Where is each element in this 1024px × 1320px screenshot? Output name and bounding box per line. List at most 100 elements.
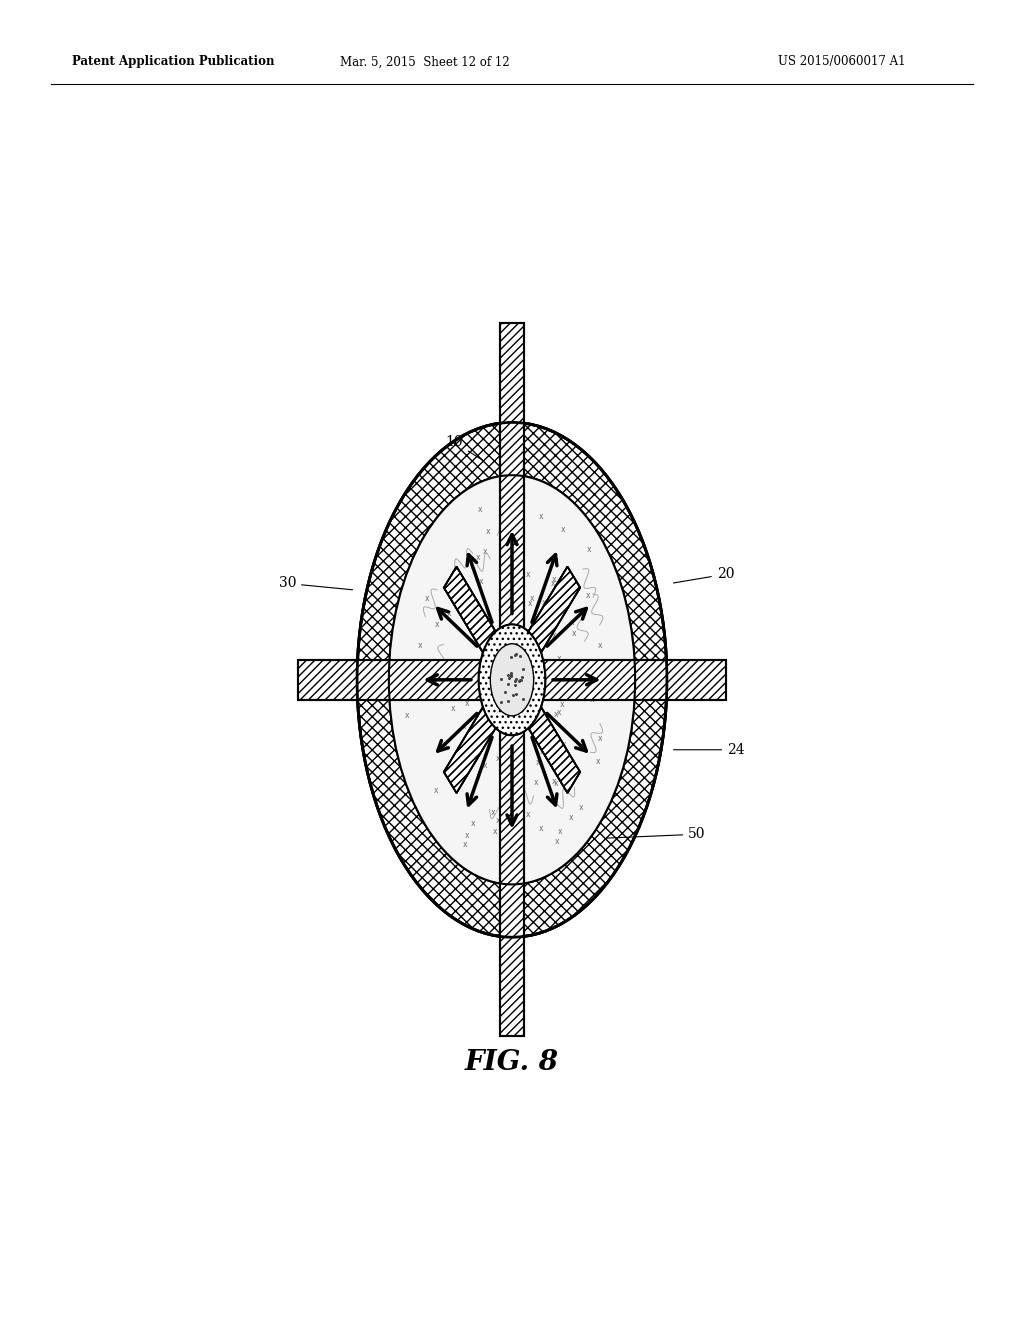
Text: x: x <box>496 816 501 825</box>
Text: x: x <box>562 739 566 748</box>
Text: x: x <box>418 642 422 651</box>
Text: x: x <box>456 673 460 681</box>
Text: x: x <box>557 655 561 663</box>
Text: x: x <box>482 546 487 556</box>
Text: x: x <box>423 690 427 700</box>
Text: x: x <box>571 692 575 701</box>
Text: x: x <box>512 585 517 594</box>
Text: x: x <box>498 603 502 611</box>
Text: x: x <box>525 570 529 579</box>
Text: US 2015/0060017 A1: US 2015/0060017 A1 <box>778 55 906 69</box>
Text: x: x <box>496 754 500 763</box>
Text: x: x <box>551 576 556 585</box>
Text: x: x <box>552 777 557 785</box>
Text: x: x <box>540 747 545 756</box>
Text: x: x <box>539 512 544 521</box>
Text: x: x <box>586 590 591 599</box>
Text: x: x <box>419 682 423 692</box>
Text: x: x <box>434 787 438 796</box>
Text: x: x <box>436 694 441 704</box>
Text: x: x <box>561 525 565 535</box>
Text: x: x <box>552 631 556 640</box>
Text: x: x <box>447 762 453 770</box>
Text: x: x <box>458 754 463 763</box>
Text: x: x <box>470 818 475 828</box>
Text: Patent Application Publication: Patent Application Publication <box>72 55 274 69</box>
Text: x: x <box>477 504 482 513</box>
Text: x: x <box>554 710 558 719</box>
Polygon shape <box>443 566 581 793</box>
Text: x: x <box>509 504 514 513</box>
Text: x: x <box>508 496 513 506</box>
Text: x: x <box>547 725 551 734</box>
Text: x: x <box>597 734 602 743</box>
Polygon shape <box>443 566 581 793</box>
Polygon shape <box>443 566 581 793</box>
Text: x: x <box>560 663 565 672</box>
FancyBboxPatch shape <box>298 660 726 700</box>
Text: x: x <box>520 816 525 825</box>
Ellipse shape <box>478 624 546 735</box>
Text: x: x <box>572 630 577 639</box>
Text: x: x <box>526 809 530 818</box>
Text: x: x <box>559 701 564 709</box>
FancyBboxPatch shape <box>500 323 524 1036</box>
Text: 10: 10 <box>445 436 483 461</box>
Text: x: x <box>485 528 490 536</box>
Text: x: x <box>520 783 525 791</box>
Text: x: x <box>451 705 456 714</box>
Text: x: x <box>455 681 459 690</box>
Text: 24: 24 <box>674 743 744 756</box>
Text: x: x <box>447 610 452 618</box>
Text: x: x <box>442 739 447 748</box>
Text: x: x <box>478 577 483 586</box>
Text: x: x <box>555 837 559 846</box>
Text: x: x <box>587 545 591 553</box>
Text: x: x <box>462 722 466 730</box>
Text: x: x <box>465 830 469 840</box>
Text: x: x <box>507 800 512 809</box>
Text: x: x <box>534 779 538 787</box>
Text: x: x <box>463 841 467 849</box>
Text: x: x <box>566 770 570 777</box>
Text: 20: 20 <box>674 568 734 583</box>
Text: x: x <box>455 770 460 779</box>
Text: x: x <box>516 829 521 838</box>
Text: x: x <box>493 828 497 836</box>
Text: 30: 30 <box>279 577 352 590</box>
Text: FIG. 8: FIG. 8 <box>465 1049 559 1076</box>
Text: x: x <box>490 808 496 817</box>
Text: x: x <box>425 594 429 603</box>
Text: x: x <box>527 599 532 609</box>
Text: x: x <box>521 822 525 832</box>
Ellipse shape <box>357 422 667 937</box>
Text: x: x <box>467 607 472 616</box>
Polygon shape <box>443 566 581 793</box>
Text: 50: 50 <box>607 828 706 841</box>
Text: x: x <box>590 696 594 704</box>
Text: x: x <box>542 598 547 607</box>
Text: x: x <box>569 618 573 627</box>
Text: x: x <box>597 642 602 651</box>
Ellipse shape <box>389 475 635 884</box>
Text: x: x <box>556 708 561 717</box>
Ellipse shape <box>389 475 635 884</box>
Text: x: x <box>580 803 584 812</box>
Text: x: x <box>540 824 544 833</box>
Text: x: x <box>476 553 480 562</box>
Text: x: x <box>551 579 555 589</box>
Text: x: x <box>458 661 462 671</box>
Text: x: x <box>482 760 487 770</box>
Text: x: x <box>435 619 439 628</box>
Text: x: x <box>569 813 573 822</box>
Text: x: x <box>404 710 409 719</box>
Text: x: x <box>404 676 410 685</box>
Text: x: x <box>465 700 470 708</box>
Text: x: x <box>530 594 535 602</box>
Text: x: x <box>536 758 541 767</box>
Text: x: x <box>554 779 558 788</box>
Text: x: x <box>595 756 600 766</box>
Text: Mar. 5, 2015  Sheet 12 of 12: Mar. 5, 2015 Sheet 12 of 12 <box>340 55 510 69</box>
Text: x: x <box>557 826 562 836</box>
Ellipse shape <box>490 644 534 715</box>
